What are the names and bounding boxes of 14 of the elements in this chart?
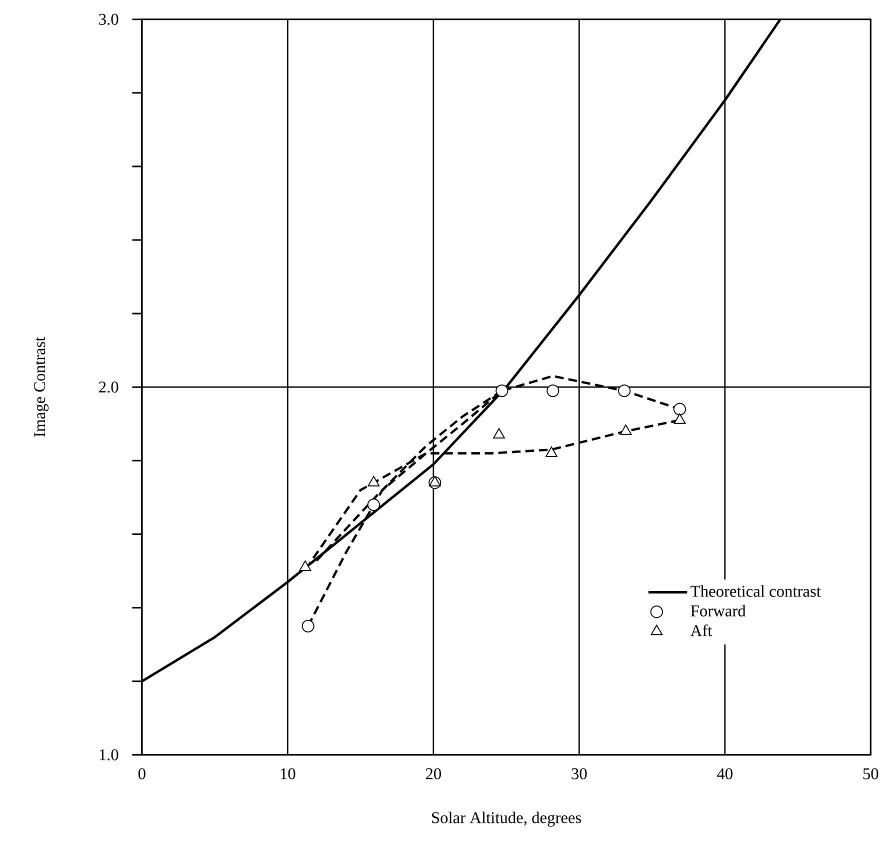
x-tick-label: 30 [572,768,587,780]
y-tick-label: 1.0 [100,749,118,761]
x-tick-label: 0 [138,768,146,780]
legend-label: Aft [690,624,712,636]
y-axis-title: Image Contrast [34,337,49,437]
legend-label: Theoretical contrast [690,585,821,598]
x-tick-label: 40 [717,768,732,780]
legend-label: Forward [690,605,746,617]
x-axis-title: Solar Altitude, degrees [432,812,582,827]
y-tick-label: 2.0 [99,382,118,393]
y-tick-label: 3.0 [99,14,118,26]
x-tick-label: 20 [426,768,441,780]
x-tick-label: 10 [280,768,296,780]
x-tick-label: 50 [863,768,878,780]
